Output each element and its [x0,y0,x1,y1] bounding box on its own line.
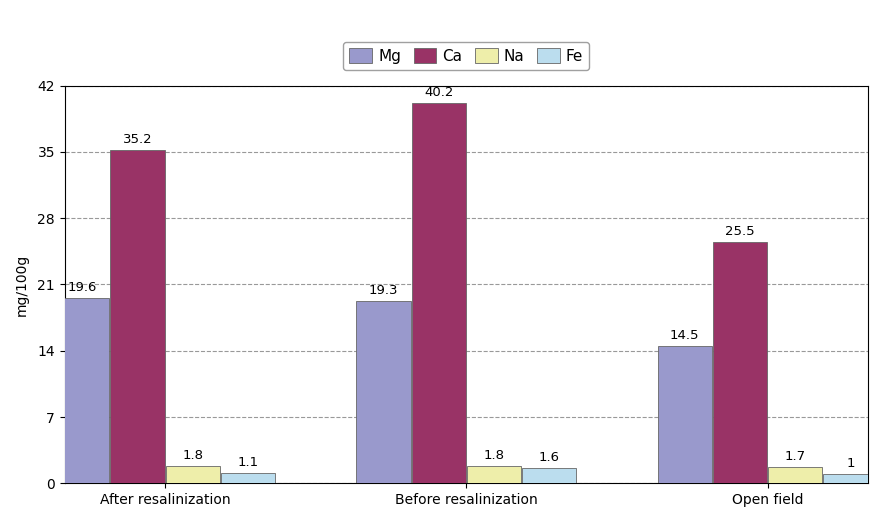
Bar [221,473,275,483]
Text: 19.6: 19.6 [68,281,97,294]
Bar [522,468,577,483]
Bar [467,466,521,483]
Bar [357,301,411,483]
Bar [110,150,164,483]
Bar [823,474,878,483]
Text: 40.2: 40.2 [424,86,453,99]
Text: 25.5: 25.5 [725,225,755,238]
Text: 35.2: 35.2 [123,133,152,146]
Bar [411,103,466,483]
Text: 1.6: 1.6 [539,452,560,465]
Legend: Mg, Ca, Na, Fe: Mg, Ca, Na, Fe [343,42,589,70]
Text: 1: 1 [846,457,855,470]
Bar [768,467,822,483]
Text: 1.8: 1.8 [484,449,504,462]
Text: 1.8: 1.8 [182,449,203,462]
Bar [658,346,712,483]
Bar [713,242,767,483]
Text: 1.1: 1.1 [238,456,259,469]
Text: 1.7: 1.7 [785,450,806,464]
Text: 14.5: 14.5 [670,329,699,342]
Bar [166,466,220,483]
Bar [56,298,109,483]
Y-axis label: mg/100g: mg/100g [15,253,29,316]
Text: 19.3: 19.3 [369,284,398,297]
